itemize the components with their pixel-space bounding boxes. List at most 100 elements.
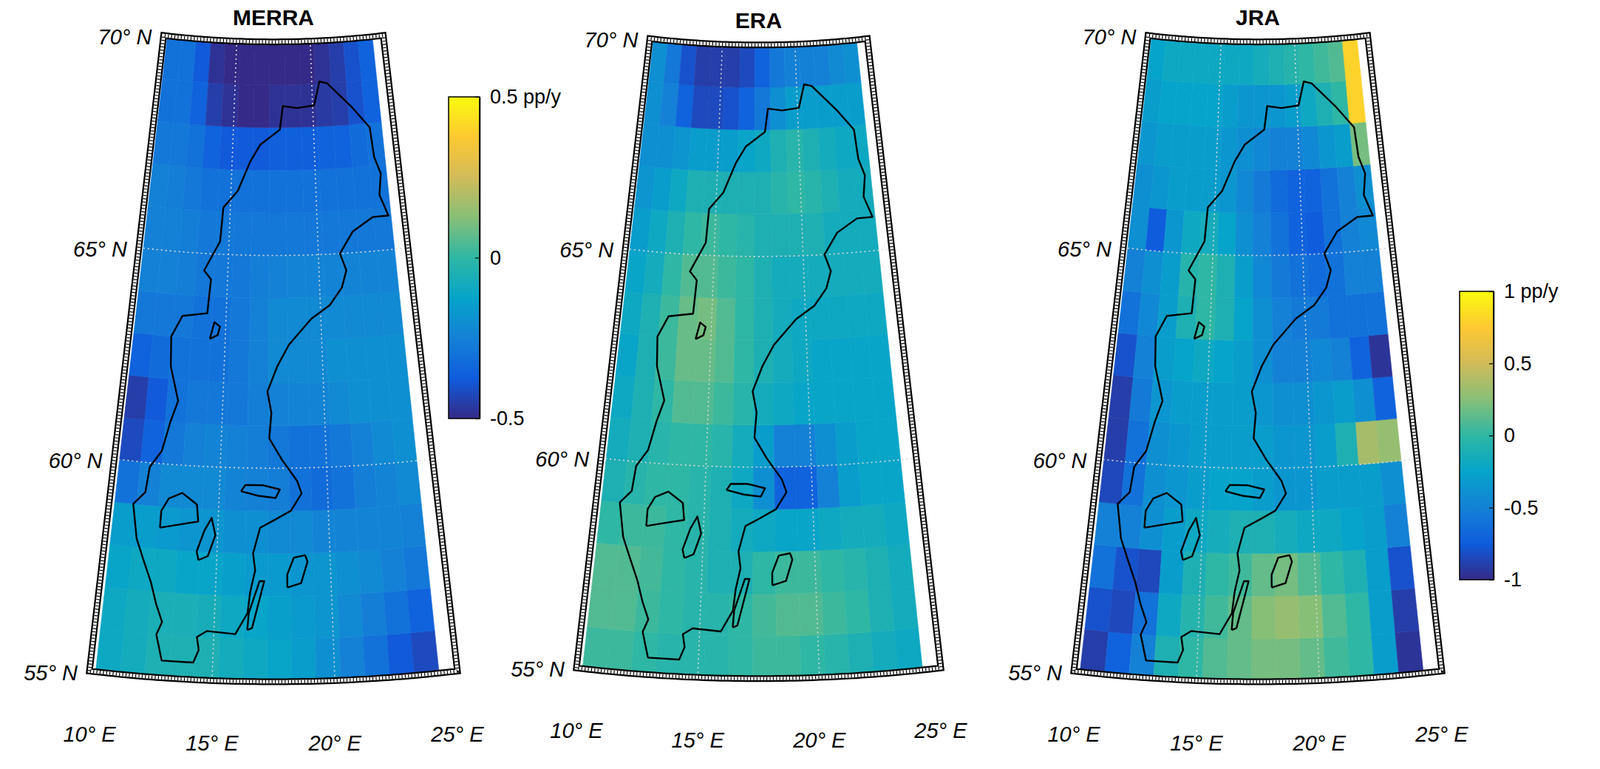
- cell: [648, 420, 672, 465]
- cell: [1323, 636, 1351, 681]
- lon-label: 10° E: [62, 722, 117, 746]
- cell: [210, 296, 232, 340]
- cell: [223, 40, 241, 85]
- cell: [1395, 630, 1424, 676]
- cell: [343, 294, 366, 339]
- cell: [1129, 376, 1153, 422]
- cell: [226, 382, 249, 425]
- cell: [319, 168, 339, 213]
- cell: [307, 339, 329, 383]
- cell: [1337, 464, 1363, 508]
- grid-line: [1098, 458, 1418, 469]
- cell: [1167, 422, 1192, 467]
- cell: [787, 170, 807, 214]
- cell: [1273, 424, 1295, 468]
- cell: [1251, 595, 1276, 639]
- cell: [753, 340, 774, 383]
- cell: [1197, 254, 1218, 298]
- cell: [269, 42, 286, 85]
- graticule: [114, 41, 434, 681]
- cell: [1308, 295, 1331, 340]
- cell: [1271, 254, 1291, 298]
- cell: [1183, 167, 1204, 212]
- cell: [709, 43, 727, 87]
- cell: [1234, 254, 1253, 298]
- colorbar-tick: 0.5 pp/y: [475, 85, 562, 108]
- cell: [1361, 249, 1384, 294]
- lon-label: 15° E: [185, 730, 239, 755]
- cell: [1235, 212, 1255, 256]
- colorbar-tick: -0.5: [475, 407, 525, 430]
- cell: [734, 298, 754, 341]
- cell: [218, 637, 244, 682]
- cell: [399, 502, 426, 547]
- cell: [1330, 336, 1353, 381]
- cell: [317, 125, 337, 170]
- lon-label: 10° E: [549, 718, 604, 742]
- cell: [407, 587, 435, 633]
- frame-ticks: [89, 35, 458, 682]
- cell: [114, 458, 141, 504]
- cell: [238, 41, 255, 85]
- cell: [353, 464, 378, 508]
- cell: [1236, 169, 1255, 213]
- cell: [1345, 591, 1372, 637]
- cell: [804, 169, 824, 213]
- cell: [894, 627, 924, 672]
- cell: [1202, 637, 1228, 682]
- cell: [1145, 207, 1167, 252]
- cell: [169, 635, 196, 680]
- cell: [1290, 297, 1312, 340]
- cell: [1283, 40, 1300, 85]
- cell: [315, 637, 342, 681]
- cell: [1226, 638, 1252, 682]
- colorbar-fill: [1459, 291, 1494, 580]
- cell: [182, 166, 203, 210]
- cell: [1170, 379, 1194, 424]
- cell: [769, 44, 785, 88]
- cell: [822, 211, 843, 255]
- cell: [183, 422, 207, 467]
- cell: [606, 628, 635, 674]
- cell: [825, 253, 847, 297]
- cell: [1302, 125, 1321, 170]
- cell: [754, 172, 772, 215]
- cell: [798, 591, 825, 635]
- cell: [710, 424, 734, 468]
- cell: [816, 464, 841, 508]
- cell: [1288, 212, 1308, 255]
- cell: [1291, 339, 1314, 383]
- cell: [1347, 634, 1375, 679]
- colorbar-axis: -1-0.500.51 pp/y: [1489, 280, 1559, 591]
- cell: [1237, 127, 1255, 170]
- cell: [1108, 374, 1133, 420]
- cell: [591, 542, 620, 587]
- cell: [792, 381, 815, 425]
- cell: [1232, 339, 1253, 383]
- cell: [715, 297, 736, 341]
- cell: [1189, 82, 1209, 127]
- frame-ticks: [576, 38, 941, 678]
- cell: [155, 505, 181, 550]
- cell: [693, 42, 711, 86]
- cell: [267, 595, 292, 639]
- figure: MERRA55° N60° N65° N70° N10° E15° E20° E…: [0, 0, 1600, 769]
- cell: [1098, 458, 1125, 504]
- cell: [1325, 252, 1347, 296]
- cell: [232, 212, 252, 255]
- cell: [403, 545, 431, 590]
- cell: [754, 45, 771, 88]
- coast: [133, 81, 388, 663]
- cell: [835, 421, 859, 465]
- cell: [251, 212, 270, 256]
- colorbar-tick-mark: [475, 96, 480, 98]
- coast: [287, 555, 309, 588]
- cell: [712, 382, 734, 425]
- cell: [161, 207, 183, 252]
- cell: [208, 338, 230, 383]
- cell: [867, 587, 895, 632]
- cell: [172, 592, 199, 638]
- cell: [1372, 376, 1397, 421]
- cell: [855, 419, 881, 464]
- colorbar-tick: -1: [1489, 568, 1522, 591]
